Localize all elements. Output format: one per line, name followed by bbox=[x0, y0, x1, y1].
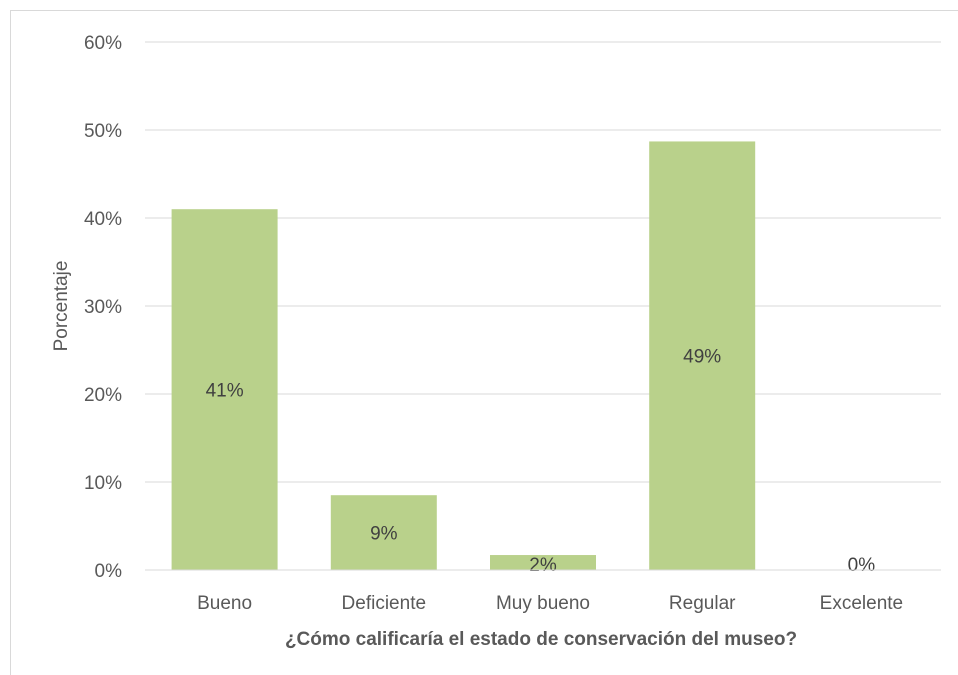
bar bbox=[330, 495, 437, 570]
x-tick-label: Regular bbox=[669, 593, 736, 614]
y-tick-label: 30% bbox=[84, 297, 122, 318]
x-axis-title: ¿Cómo calificaría el estado de conservac… bbox=[285, 629, 797, 650]
x-axis-ticks: Bueno Deficiente Muy bueno Regular Excelente bbox=[197, 593, 903, 614]
data-label: 49% bbox=[683, 347, 721, 368]
y-tick-label: 0% bbox=[95, 561, 123, 582]
x-tick-label: Muy bueno bbox=[496, 593, 590, 614]
x-tick-label: Bueno bbox=[197, 593, 252, 614]
bar bbox=[490, 555, 596, 570]
chart-frame bbox=[10, 10, 958, 675]
data-labels: 41% 9% 2% 49% 0% bbox=[206, 347, 876, 576]
y-tick-label: 50% bbox=[84, 121, 122, 142]
y-tick-label: 40% bbox=[84, 209, 122, 230]
y-axis-ticks: 0% 10% 20% 30% 40% 50% 60% bbox=[84, 33, 122, 582]
bars bbox=[171, 141, 756, 570]
gridlines bbox=[145, 41, 941, 483]
y-axis-title: Porcentaje bbox=[51, 261, 72, 352]
x-tick-label: Excelente bbox=[820, 593, 903, 614]
data-label: 2% bbox=[529, 555, 557, 576]
y-tick-label: 60% bbox=[84, 33, 122, 54]
data-label: 41% bbox=[206, 381, 244, 402]
data-label: 0% bbox=[848, 555, 876, 576]
x-tick-label: Deficiente bbox=[342, 593, 427, 614]
y-tick-label: 20% bbox=[84, 385, 122, 406]
bar bbox=[649, 141, 756, 570]
data-label: 9% bbox=[370, 524, 398, 545]
bar bbox=[171, 209, 278, 570]
y-tick-label: 10% bbox=[84, 473, 122, 494]
